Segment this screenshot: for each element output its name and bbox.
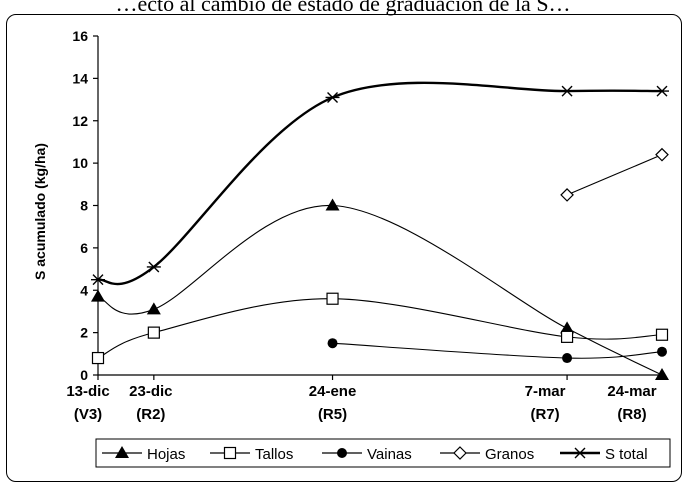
legend-item: Hojas bbox=[102, 446, 185, 463]
legend-marker bbox=[337, 448, 347, 458]
data-point bbox=[146, 261, 161, 273]
y-tick-label: 12 bbox=[72, 113, 88, 129]
x-tick-label-stage: (V3) bbox=[74, 406, 102, 423]
data-point bbox=[325, 198, 340, 211]
legend: Hojas Tallos Vainas Granos S total bbox=[95, 438, 671, 468]
legend-label: Vainas bbox=[367, 446, 412, 463]
legend-marker bbox=[223, 446, 237, 460]
legend-label: Granos bbox=[485, 446, 534, 463]
y-tick-label: 6 bbox=[80, 240, 88, 256]
series-layer bbox=[91, 81, 669, 380]
x-tick-label-date: 24-mar bbox=[607, 383, 656, 400]
y-tick-label: 2 bbox=[80, 325, 88, 341]
series-line bbox=[97, 81, 663, 286]
data-point bbox=[560, 330, 574, 343]
y-tick-label: 4 bbox=[80, 282, 88, 298]
series-hojas bbox=[91, 198, 669, 380]
legend-item: S total bbox=[560, 446, 648, 463]
legend-marker bbox=[115, 446, 129, 458]
x-tick-label-stage: (R2) bbox=[136, 406, 165, 423]
series-granos bbox=[560, 147, 669, 202]
data-point bbox=[655, 368, 669, 380]
legend-marker bbox=[453, 446, 467, 460]
series-s-total bbox=[91, 81, 669, 286]
data-point bbox=[655, 328, 669, 341]
x-tick-label-date: 23-dic bbox=[129, 383, 172, 400]
figure-caption-fragment: …ecto al cambio de estado de graduación … bbox=[115, 0, 571, 16]
data-point bbox=[91, 351, 105, 365]
data-point bbox=[325, 91, 340, 103]
data-point bbox=[91, 274, 105, 286]
y-tick-label: 8 bbox=[80, 198, 88, 214]
legend-label: S total bbox=[605, 446, 648, 463]
y-tick-label: 14 bbox=[72, 70, 88, 86]
data-point bbox=[146, 302, 161, 315]
data-point bbox=[560, 85, 575, 97]
data-point bbox=[560, 321, 575, 334]
x-tick-label-stage: (R7) bbox=[530, 406, 559, 423]
y-tick-label: 16 bbox=[72, 28, 88, 44]
data-point bbox=[327, 338, 338, 349]
chart-frame bbox=[6, 14, 682, 482]
data-point bbox=[91, 289, 105, 302]
x-tick-label-date: 7-mar bbox=[525, 383, 566, 400]
data-point bbox=[655, 85, 669, 97]
data-point bbox=[562, 353, 573, 364]
axes: 0 2 4 6 8 10 12 14 16 13-dic (V3) 23-dic (R2) 24-ene (… bbox=[32, 28, 663, 423]
series-line bbox=[332, 342, 663, 359]
y-axis-label: S acumulado (kg/ha) bbox=[32, 143, 48, 280]
x-tick-label-stage: (R8) bbox=[617, 406, 646, 423]
series-line bbox=[566, 154, 663, 196]
y-tick-label: 0 bbox=[80, 367, 88, 383]
data-point bbox=[655, 147, 669, 162]
series-vainas bbox=[327, 338, 667, 364]
x-tick-label-date: 24-ene bbox=[309, 383, 357, 400]
legend-label: Tallos bbox=[255, 446, 293, 463]
legend-item: Tallos bbox=[210, 446, 293, 463]
x-tick-label-stage: (R5) bbox=[318, 406, 347, 423]
data-point bbox=[657, 346, 667, 357]
legend-item: Granos bbox=[440, 446, 534, 463]
legend-item: Vainas bbox=[322, 446, 412, 463]
legend-label: Hojas bbox=[147, 446, 185, 463]
series-line bbox=[97, 298, 663, 359]
legend-marker bbox=[573, 447, 587, 459]
series-line bbox=[97, 204, 663, 376]
data-point bbox=[147, 326, 160, 339]
y-tick-label: 10 bbox=[72, 155, 88, 171]
x-tick-label-date: 13-dic bbox=[66, 383, 109, 400]
data-point bbox=[560, 188, 574, 202]
data-point bbox=[326, 292, 339, 305]
series-tallos bbox=[91, 292, 669, 365]
